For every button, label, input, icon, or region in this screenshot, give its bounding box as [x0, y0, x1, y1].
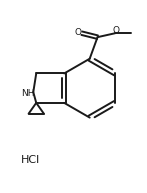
Text: O: O — [113, 26, 120, 35]
Text: O: O — [74, 28, 81, 37]
Text: NH: NH — [21, 89, 34, 98]
Text: HCl: HCl — [21, 155, 40, 165]
